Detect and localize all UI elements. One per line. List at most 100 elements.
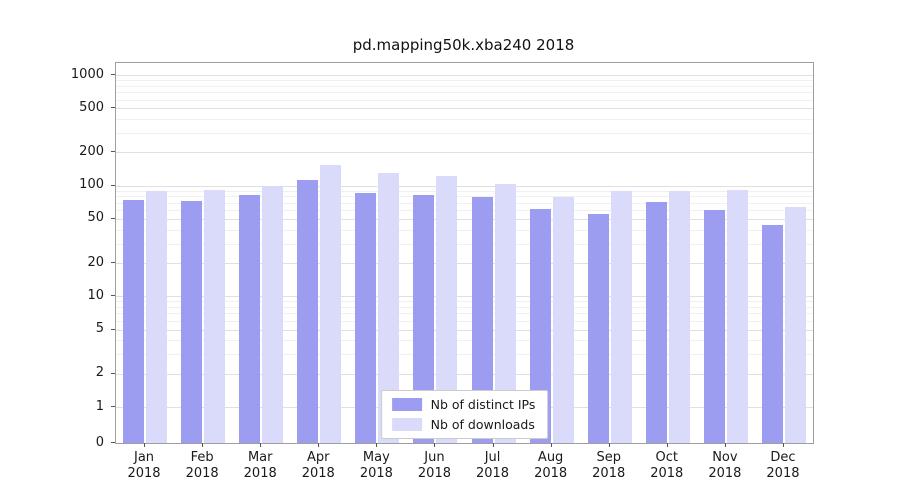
y-tick-label: 5 bbox=[95, 321, 104, 337]
y-tick-mark bbox=[111, 372, 115, 374]
bar-downloads bbox=[436, 176, 458, 443]
major-gridline bbox=[116, 152, 813, 154]
x-tick-label: Oct 2018 bbox=[635, 450, 699, 482]
y-tick-label: 1000 bbox=[70, 66, 104, 82]
bar-distinct-ips bbox=[413, 194, 435, 443]
x-tick-mark bbox=[782, 443, 784, 447]
x-tick-year: 2018 bbox=[417, 466, 451, 481]
x-tick-label: Jun 2018 bbox=[402, 450, 466, 482]
bar-distinct-ips bbox=[297, 179, 319, 443]
y-tick-mark bbox=[111, 262, 115, 264]
minor-gridline bbox=[116, 119, 813, 121]
y-tick-label: 50 bbox=[87, 210, 104, 226]
minor-gridline bbox=[116, 301, 813, 303]
x-tick-year: 2018 bbox=[766, 466, 800, 481]
legend-label: Nb of distinct IPs bbox=[430, 397, 536, 412]
y-tick-label: 1 bbox=[95, 398, 104, 414]
major-gridline bbox=[116, 218, 813, 220]
x-tick-month: Aug bbox=[537, 450, 564, 465]
x-tick-mark bbox=[376, 443, 378, 447]
minor-gridline bbox=[116, 354, 813, 356]
x-tick-label: Jul 2018 bbox=[461, 450, 525, 482]
x-tick-month: Dec bbox=[770, 450, 796, 465]
x-tick-mark bbox=[318, 443, 320, 447]
x-tick-label: May 2018 bbox=[344, 450, 408, 482]
minor-gridline bbox=[116, 210, 813, 212]
bar-downloads bbox=[552, 197, 574, 443]
x-tick-month: Nov bbox=[712, 450, 738, 465]
y-tick-label: 10 bbox=[87, 287, 104, 303]
x-tick-month: Sep bbox=[596, 450, 621, 465]
chart-title: pd.mapping50k.xba240 2018 bbox=[352, 36, 575, 54]
x-tick-month: Jan bbox=[134, 450, 155, 465]
plot-area: Nb of distinct IPs Nb of downloads bbox=[115, 62, 814, 444]
x-tick-mark bbox=[202, 443, 204, 447]
x-tick-year: 2018 bbox=[708, 466, 742, 481]
major-gridline bbox=[116, 329, 813, 331]
legend-swatch bbox=[391, 418, 422, 431]
y-tick-mark bbox=[111, 328, 115, 330]
minor-gridline bbox=[116, 307, 813, 309]
bar-distinct-ips bbox=[529, 208, 551, 443]
bar-downloads bbox=[146, 190, 168, 443]
x-tick-year: 2018 bbox=[650, 466, 684, 481]
x-tick-year: 2018 bbox=[243, 466, 277, 481]
bar-downloads bbox=[610, 190, 632, 443]
minor-gridline bbox=[116, 229, 813, 231]
bar-downloads bbox=[378, 173, 400, 443]
x-tick-year: 2018 bbox=[592, 466, 626, 481]
minor-gridline bbox=[116, 99, 813, 101]
bar-downloads bbox=[726, 189, 748, 443]
y-tick-mark bbox=[111, 295, 115, 297]
legend-item: Nb of downloads bbox=[391, 417, 536, 432]
x-tick-label: Feb 2018 bbox=[170, 450, 234, 482]
x-tick-label: Aug 2018 bbox=[519, 450, 583, 482]
minor-gridline bbox=[116, 196, 813, 198]
major-gridline bbox=[116, 296, 813, 298]
x-tick-month: Mar bbox=[247, 450, 273, 465]
bar-downloads bbox=[494, 184, 516, 443]
x-tick-year: 2018 bbox=[359, 466, 393, 481]
bar-distinct-ips bbox=[181, 201, 203, 443]
x-tick-year: 2018 bbox=[475, 466, 510, 481]
x-tick-month: May bbox=[362, 450, 390, 465]
x-tick-month: Jun bbox=[424, 450, 445, 465]
y-tick-label: 2 bbox=[95, 365, 104, 381]
x-tick-mark bbox=[608, 443, 610, 447]
x-tick-mark bbox=[550, 443, 552, 447]
major-gridline bbox=[116, 263, 813, 265]
x-tick-mark bbox=[492, 443, 494, 447]
y-tick-mark bbox=[111, 151, 115, 153]
x-tick-year: 2018 bbox=[534, 466, 568, 481]
y-tick-mark bbox=[111, 217, 115, 219]
x-tick-mark bbox=[144, 443, 146, 447]
x-tick-label: Nov 2018 bbox=[693, 450, 757, 482]
minor-gridline bbox=[116, 340, 813, 342]
legend-label: Nb of downloads bbox=[430, 417, 535, 432]
minor-gridline bbox=[116, 202, 813, 204]
minor-gridline bbox=[116, 132, 813, 134]
bar-downloads bbox=[668, 190, 690, 443]
bar-distinct-ips bbox=[123, 199, 145, 443]
x-tick-mark bbox=[260, 443, 262, 447]
x-tick-month: Feb bbox=[190, 450, 214, 465]
major-gridline bbox=[116, 373, 813, 375]
minor-gridline bbox=[116, 85, 813, 87]
x-tick-label: Dec 2018 bbox=[751, 450, 815, 482]
legend: Nb of distinct IPs Nb of downloads bbox=[380, 390, 549, 439]
major-gridline bbox=[116, 75, 813, 76]
minor-gridline bbox=[116, 190, 813, 192]
x-tick-month: Oct bbox=[655, 450, 679, 465]
x-tick-year: 2018 bbox=[301, 466, 335, 481]
bar-distinct-ips bbox=[761, 225, 783, 443]
major-gridline bbox=[116, 185, 813, 187]
x-tick-label: Sep 2018 bbox=[577, 450, 641, 482]
y-tick-mark bbox=[111, 184, 115, 186]
y-tick-label: 0 bbox=[95, 434, 104, 450]
bar-distinct-ips bbox=[239, 194, 261, 443]
y-tick-mark bbox=[111, 406, 115, 407]
bar-downloads bbox=[204, 189, 226, 443]
y-tick-mark bbox=[111, 442, 115, 443]
x-tick-label: Apr 2018 bbox=[286, 450, 350, 482]
